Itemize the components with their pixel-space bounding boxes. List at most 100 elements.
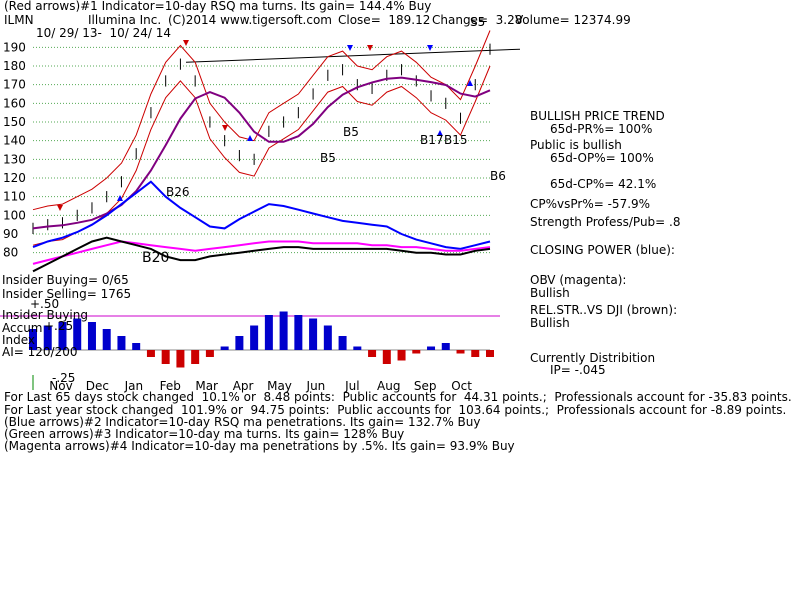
accum-bar: [382, 350, 391, 364]
month-Jun: Jun: [306, 379, 326, 393]
accum-bar: [29, 329, 37, 350]
accum-bar: [176, 350, 185, 368]
month-Dec: Dec: [86, 379, 109, 393]
closing-power-line: [32, 180, 491, 250]
pr-label: 65d-PR%= 100%: [550, 122, 653, 136]
accum-bar: [441, 343, 450, 350]
insider-buying-2: Insider Buying: [2, 308, 88, 322]
y-tick-160: 160: [3, 96, 26, 110]
accum-bar: [191, 350, 200, 364]
y-tick-130: 130: [3, 152, 26, 166]
ticker: ILMN: [4, 13, 34, 27]
month-Nov: Nov: [49, 379, 72, 393]
annotation-b15: B15: [444, 133, 468, 147]
relstr-line: [32, 236, 491, 273]
accum-bar: [73, 318, 82, 350]
accum-bar: [102, 329, 111, 350]
accum-bar: [235, 336, 244, 350]
footer-65day: For Last 65 days stock changed 10.1% or …: [4, 390, 792, 404]
accum-bar: [250, 325, 259, 350]
accum-neg50: +.50: [30, 297, 60, 311]
signal-arrow: [437, 130, 443, 136]
annotation-b26: B26: [166, 185, 190, 199]
footer-blue: (Blue arrows)#2 Indicator=10-day RSQ ma …: [4, 415, 481, 429]
annotation-b5b: B5: [320, 151, 336, 165]
month-Jan: Jan: [124, 379, 144, 393]
upper-band: [32, 30, 491, 211]
accum-bar: [323, 325, 332, 350]
closing-power-label: CLOSING POWER (blue):: [530, 243, 675, 257]
trend-label: BULLISH PRICE TREND: [530, 109, 665, 123]
public-label: Public is bullish: [530, 138, 622, 152]
signal-arrow: [347, 45, 353, 51]
distribution-label: Currently Distribition: [530, 351, 656, 365]
accum-bar: [58, 322, 67, 350]
trendline: [185, 48, 521, 63]
company: Illumina Inc.: [88, 13, 162, 27]
y-tick-140: 140: [3, 134, 26, 148]
footer-magenta: (Magenta arrows)#4 Indicator=10-day ma p…: [4, 439, 515, 453]
accum-bar: [220, 346, 229, 350]
month-Oct: Oct: [451, 379, 472, 393]
insider-buying: Insider Buying= 0/65: [2, 273, 129, 287]
accum-neg25: -.25: [52, 371, 76, 385]
cpvspr-label: CP%vsPr%= -57.9%: [530, 197, 651, 211]
accum-bar: [309, 318, 318, 350]
accum-bar: [43, 325, 52, 350]
y-tick-180: 180: [3, 59, 26, 73]
volume-value: Volume= 12374.99: [515, 13, 631, 27]
accum-bar: [264, 315, 273, 350]
y-tick-80: 80: [3, 246, 18, 260]
month-Jul: Jul: [344, 379, 359, 393]
signal-arrow: [247, 135, 253, 141]
y-tick-90: 90: [3, 227, 18, 241]
obv-value: Bullish: [530, 286, 570, 300]
accum-bar: [456, 350, 465, 354]
y-tick-100: 100: [3, 208, 26, 222]
strength-label: Strength Profess/Pub= .8: [530, 215, 681, 229]
accum-bar: [146, 350, 155, 357]
annotation-b20: B20: [142, 250, 170, 266]
accum-bar: [471, 350, 480, 357]
accum-bar: [397, 350, 406, 361]
annotation-b6: B6: [490, 169, 506, 183]
annotation-b5a: B5: [343, 125, 359, 139]
y-tick-190: 190: [3, 40, 26, 54]
accum-bar: [294, 315, 303, 350]
signal-arrow: [183, 40, 189, 46]
signal-arrow: [367, 45, 373, 51]
accum-bar: [132, 343, 141, 350]
accum-bar: [427, 346, 436, 350]
ai-label: AI= 120/200: [2, 345, 78, 359]
month-May: May: [267, 379, 292, 393]
annotation-b17: B17: [420, 133, 444, 147]
accum-bar: [205, 350, 214, 357]
accum-bar: [161, 350, 170, 364]
month-Aug: Aug: [377, 379, 400, 393]
month-Apr: Apr: [233, 379, 254, 393]
month-Feb: Feb: [160, 379, 181, 393]
op-label: 65d-OP%= 100%: [550, 151, 654, 165]
copyright: (C)2014 www.tigersoft.com: [168, 13, 332, 27]
date-range: 10/ 29/ 13- 10/ 24/ 14: [36, 26, 172, 40]
relstr-label: REL.STR..VS DJI (brown):: [530, 303, 678, 317]
month-Sep: Sep: [414, 379, 437, 393]
accum-bar: [117, 336, 126, 350]
index-label: Index: [2, 333, 36, 347]
accum-bar: [486, 350, 494, 357]
y-tick-110: 110: [3, 190, 26, 204]
obv-label: OBV (magenta):: [530, 273, 627, 287]
signal-arrow: [117, 195, 123, 201]
signal-arrow: [467, 80, 473, 86]
y-tick-170: 170: [3, 78, 26, 92]
accum-bar: [368, 350, 377, 357]
signal-arrow: [57, 205, 63, 211]
moving-average: [32, 76, 491, 230]
signal-arrow: [427, 45, 433, 51]
close-value: Close= 189.12: [338, 13, 431, 27]
insider-selling: Insider Selling= 1765: [2, 287, 132, 301]
change-value: Change= 3.28: [432, 13, 523, 27]
signal-arrow: [222, 125, 228, 131]
relstr-value: Bullish: [530, 316, 570, 330]
